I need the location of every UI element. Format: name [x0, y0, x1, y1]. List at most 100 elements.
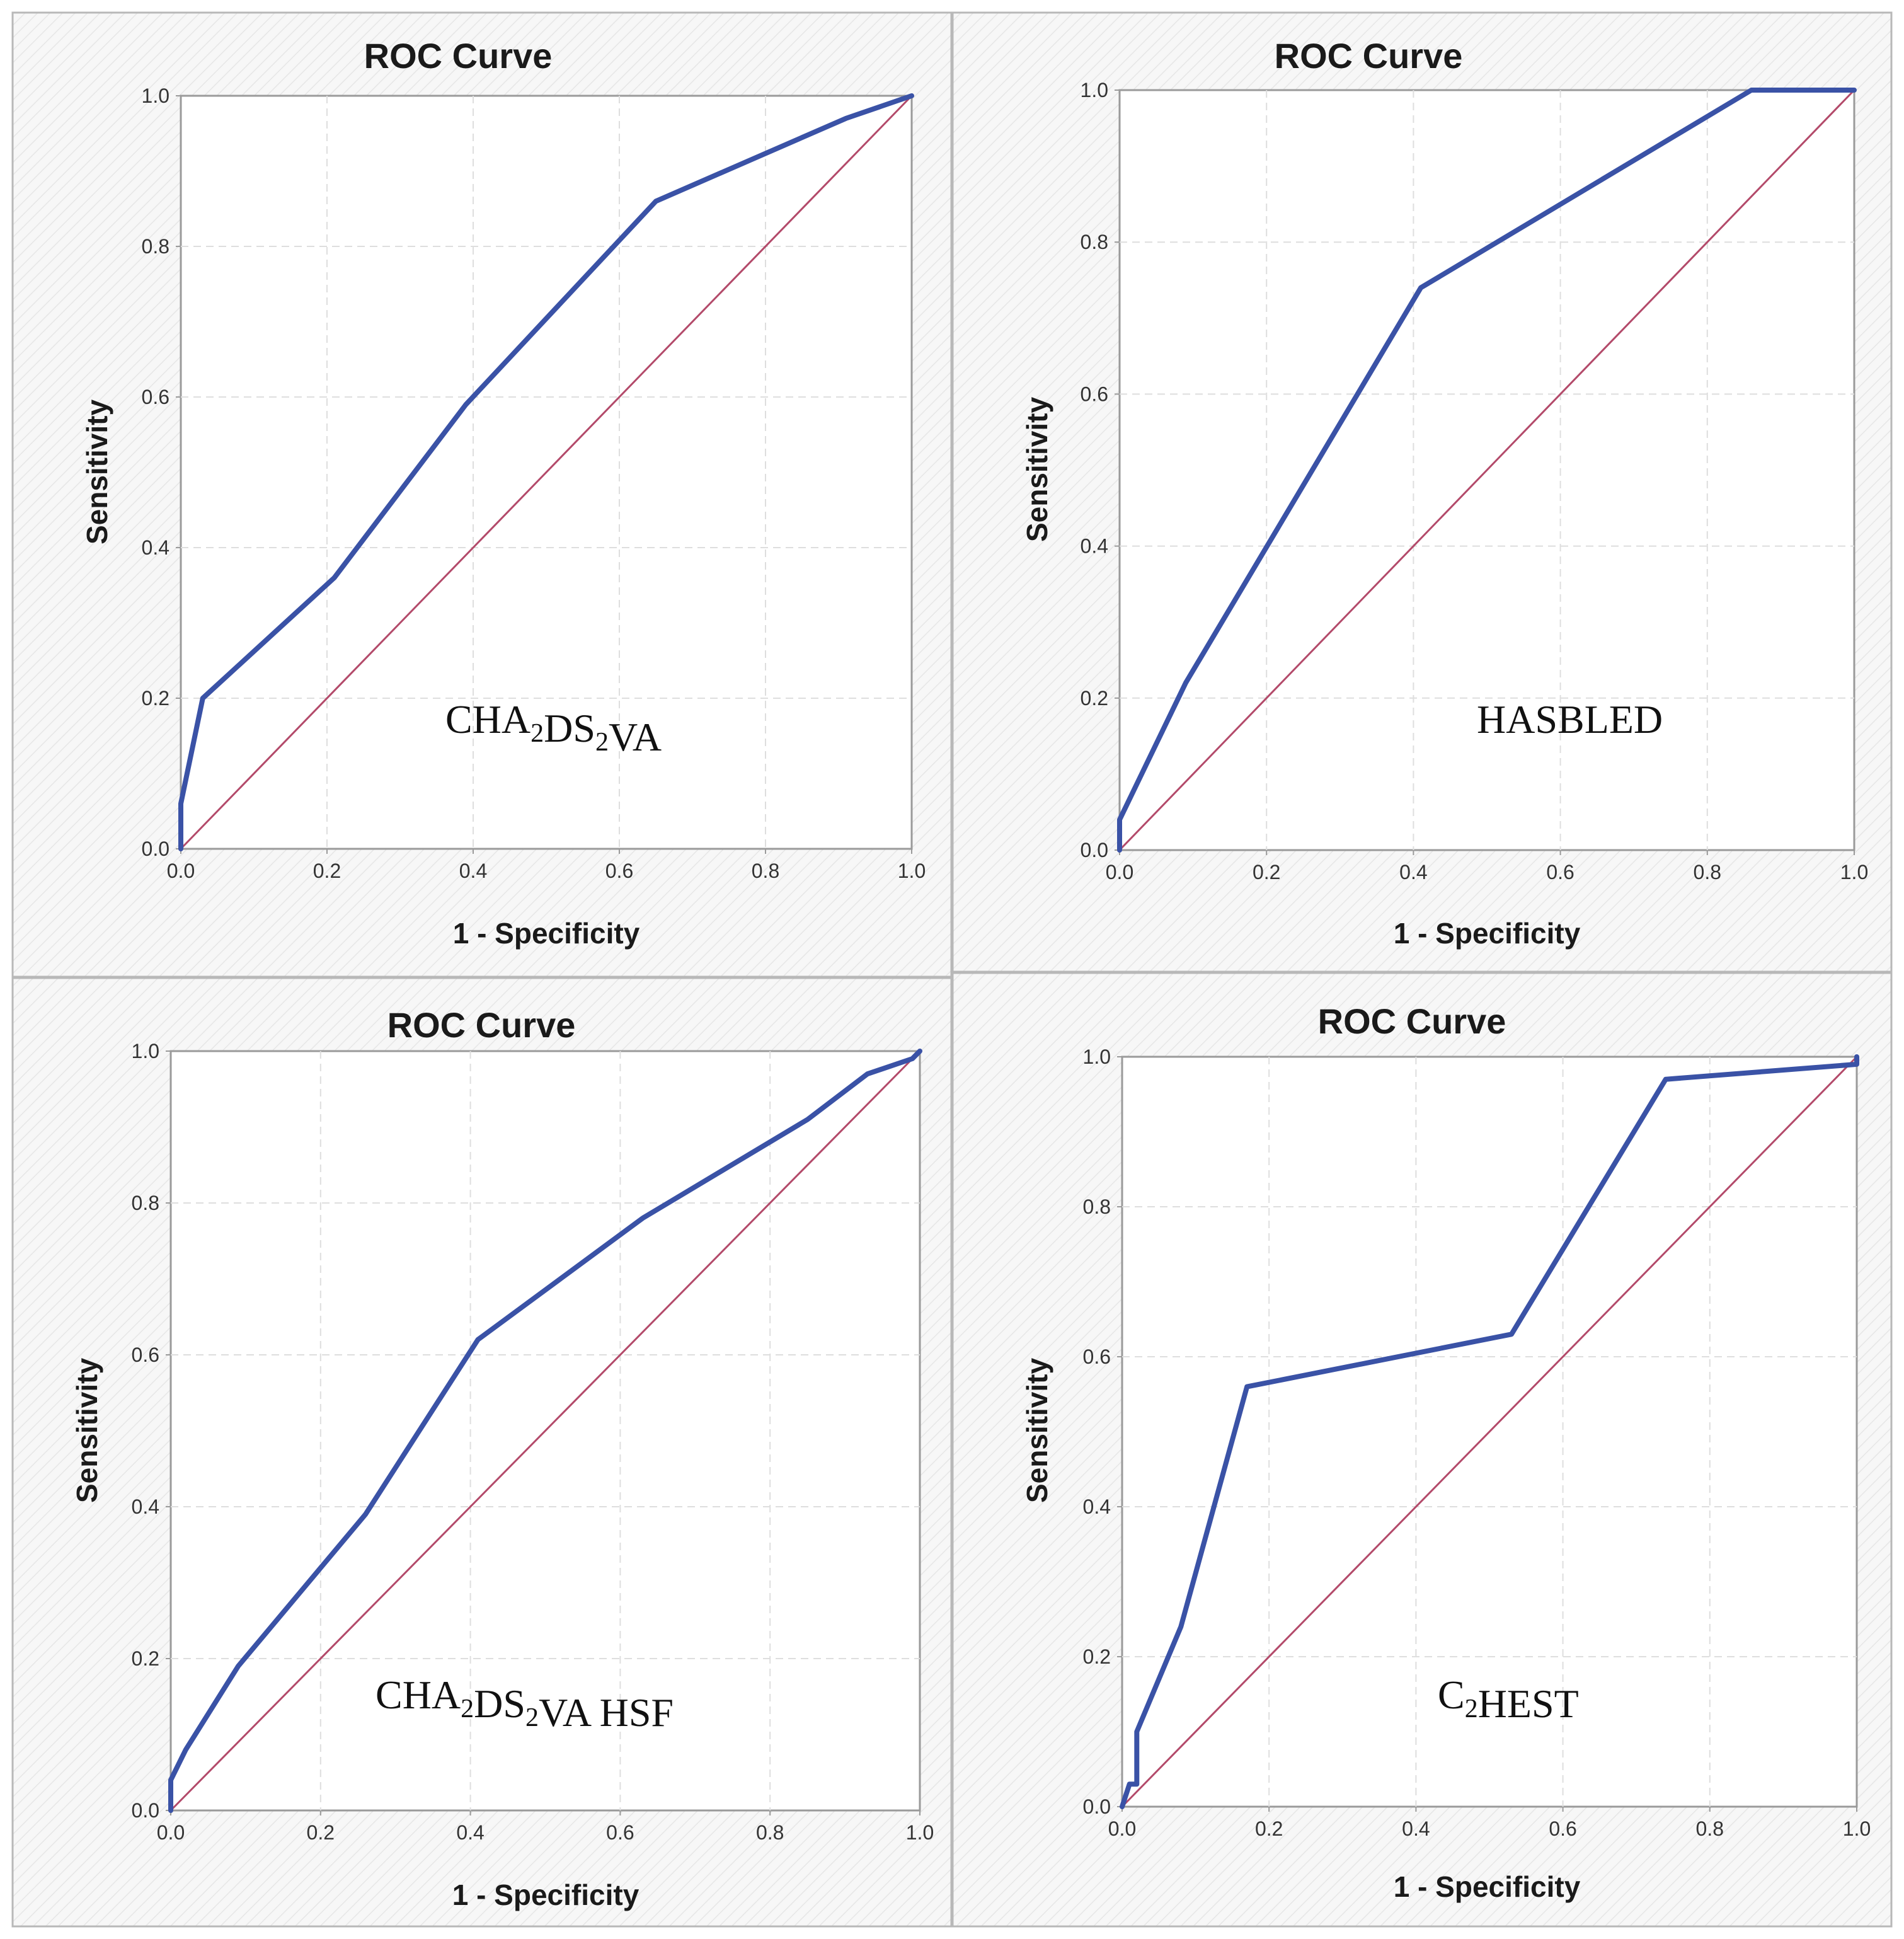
roc-panel-1: 0.0 0.2 0.4 0.6 0.8 1.0 0.0 0.2 0.4 0.6 0.8 1.0 ROC…: [11, 11, 953, 978]
panel-3-y-tick-label: 0.2: [132, 1647, 159, 1670]
panel-4-ticks: 0.0 0.2 0.4 0.6 0.8 1.0 0.0 0.2 0.4 0.6 0.8 1.0: [1083, 1045, 1871, 1840]
annotation-text: DS: [544, 706, 595, 751]
panel-3-y-tick-label: 0.6: [132, 1343, 159, 1366]
panel-3-grid: [171, 1051, 920, 1810]
panel-3-y-tick-label: 1.0: [132, 1040, 159, 1062]
panel-2-x-tick-label: 0.8: [1694, 861, 1721, 883]
panel-2-y-axis-label: Sensitivity: [1021, 397, 1053, 543]
panel-1-x-tick-label: 0.6: [605, 860, 633, 882]
panel-2-border: [951, 11, 1893, 973]
panel-1-y-tick-label: 0.4: [142, 536, 169, 559]
panel-2-grid: [1120, 90, 1854, 850]
panel-4-y-tick-label: 0.6: [1083, 1345, 1111, 1368]
panel-1-x-tick-label: 0.8: [752, 860, 779, 882]
annotation-text: CHA: [376, 1672, 461, 1717]
panel-3-y-tick-label: 0.0: [132, 1799, 159, 1822]
annotation-subscript: 2: [1465, 1694, 1478, 1723]
panel-3-title: ROC Curve: [387, 1005, 576, 1045]
panel-4-reference-line: [1121, 1056, 1858, 1808]
annotation-subscript: 2: [525, 1703, 539, 1732]
panel-2-y-tick-label: 0.8: [1081, 231, 1108, 253]
panel-4-x-axis-label: 1 - Specificity: [1394, 1870, 1581, 1903]
annotation-text: DS: [474, 1681, 525, 1726]
panel-2-annotation: HASBLED: [1477, 697, 1663, 742]
panel-1-y-axis-label: Sensitivity: [81, 400, 113, 545]
annotation-text: C: [1438, 1672, 1465, 1717]
panel-1-y-tick-label: 0.0: [142, 837, 169, 860]
panel-4-y-axis-label: Sensitivity: [1021, 1358, 1053, 1504]
panel-3-x-tick-label: 0.4: [456, 1821, 484, 1844]
panel-2-y-tick-label: 0.2: [1081, 687, 1108, 710]
panel-1-annotation: CHA2DS2VA: [445, 697, 662, 759]
panel-1-x-axis-label: 1 - Specificity: [453, 917, 640, 950]
panel-4-y-tick-label: 0.4: [1083, 1495, 1111, 1518]
panel-2-x-tick-label: 1.0: [1840, 861, 1868, 883]
panel-4-y-tick-label: 0.8: [1083, 1195, 1111, 1218]
annotation-text: HEST: [1478, 1681, 1579, 1726]
panel-1-series: [178, 93, 914, 851]
panel-3-x-axis-label: 1 - Specificity: [452, 1879, 639, 1911]
panel-4-border: [951, 972, 1893, 1928]
panel-1-x-tick-label: 0.4: [459, 860, 487, 882]
panel-4-y-tick-label: 0.2: [1083, 1645, 1111, 1668]
panel-1-reference-line: [180, 95, 913, 850]
panel-1-ticks: 0.0 0.2 0.4 0.6 0.8 1.0 0.0 0.2 0.4 0.6 0.8 1.0: [142, 84, 926, 882]
panel-1-title: ROC Curve: [364, 36, 553, 76]
panel-2-y-tick-label: 1.0: [1081, 79, 1108, 101]
panel-3-y-tick-label: 0.8: [132, 1192, 159, 1214]
roc-panel-3: 0.0 0.2 0.4 0.6 0.8 1.0 0.0 0.2 0.4 0.6 0.8 1.0 ROC…: [11, 977, 953, 1928]
panel-1-x-tick-label: 1.0: [898, 860, 926, 882]
panel-1-y-tick-label: 0.6: [142, 386, 169, 408]
panel-3-series: [168, 1049, 922, 1813]
panel-4-x-tick-label: 0.6: [1549, 1817, 1576, 1840]
panel-2-y-tick-label: 0.6: [1081, 383, 1108, 405]
panel-3-y-tick-label: 0.4: [132, 1495, 159, 1518]
panel-1-y-tick-label: 0.2: [142, 687, 169, 710]
panel-4-title: ROC Curve: [1318, 1001, 1506, 1041]
panel-3-x-tick-label: 0.0: [157, 1821, 185, 1844]
panel-2-x-tick-label: 0.4: [1399, 861, 1427, 883]
panel-3-x-tick-label: 0.8: [756, 1821, 784, 1844]
annotation-text: VA HSF: [539, 1690, 674, 1735]
panel-2-y-tick-label: 0.4: [1081, 535, 1108, 558]
panel-2-reference-line: [1118, 89, 1855, 851]
panel-1-x-tick-label: 0.0: [167, 860, 195, 882]
annotation-subscript: 2: [461, 1694, 474, 1723]
panel-1-y-tick-label: 1.0: [142, 84, 169, 107]
panel-2-x-tick-label: 0.2: [1253, 861, 1280, 883]
panel-2-y-tick-label: 0.0: [1081, 839, 1108, 861]
annotation-subscript: 2: [595, 728, 609, 757]
panel-1-roc-curve: [178, 93, 914, 851]
panel-4-series: [1120, 1054, 1859, 1809]
panel-4-y-tick-label: 0.0: [1083, 1795, 1111, 1818]
panel-1-border: [11, 11, 953, 978]
roc-panel-4: 0.0 0.2 0.4 0.6 0.8 1.0 0.0 0.2 0.4 0.6 0.8 1.0 ROC…: [951, 972, 1893, 1928]
panel-3-y-axis-label: Sensitivity: [71, 1358, 103, 1504]
panel-4-x-tick-label: 0.8: [1696, 1817, 1724, 1840]
panel-2-series: [1117, 88, 1857, 853]
panel-4-roc-curve: [1120, 1054, 1859, 1809]
panel-1-x-tick-label: 0.2: [313, 860, 341, 882]
panel-2-title: ROC Curve: [1275, 36, 1463, 76]
panel-2-x-tick-label: 0.6: [1546, 861, 1574, 883]
panel-2-roc-curve: [1117, 88, 1857, 853]
panel-2-x-axis-label: 1 - Specificity: [1394, 917, 1581, 950]
panel-3-annotation: CHA2DS2VA HSF: [376, 1672, 674, 1735]
panel-4-x-tick-label: 0.2: [1255, 1817, 1283, 1840]
panel-4-y-tick-label: 1.0: [1083, 1045, 1111, 1068]
panel-3-x-tick-label: 1.0: [906, 1821, 934, 1844]
panel-3-roc-curve: [168, 1049, 922, 1813]
annotation-subscript: 2: [530, 719, 544, 748]
panel-4-grid: [1122, 1057, 1857, 1807]
panel-3-border: [11, 977, 953, 1928]
panel-4-x-tick-label: 0.0: [1108, 1817, 1136, 1840]
panel-4-annotation: C2HEST: [1438, 1672, 1579, 1726]
panel-4-x-tick-label: 0.4: [1402, 1817, 1430, 1840]
annotation-text: VA: [609, 715, 662, 759]
panel-2-x-tick-label: 0.0: [1106, 861, 1133, 883]
panel-3-x-tick-label: 0.2: [307, 1821, 335, 1844]
annotation-text: HASBLED: [1477, 697, 1663, 742]
annotation-text: CHA: [445, 697, 530, 742]
panel-4-x-tick-label: 1.0: [1843, 1817, 1871, 1840]
